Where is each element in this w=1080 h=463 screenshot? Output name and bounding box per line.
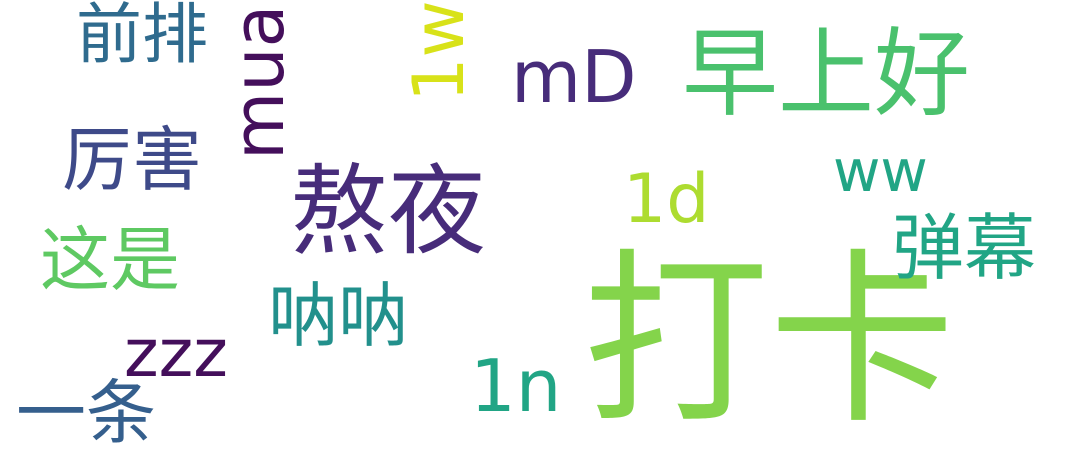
word-nana: 呐呐 (268, 275, 408, 357)
word-danmu: 弹幕 (892, 206, 1037, 290)
word-1w: 1w (398, 0, 480, 102)
word-1n: 1n (470, 344, 562, 428)
word-md: mD (511, 35, 637, 119)
word-zaoshang: 早上好 (682, 18, 970, 130)
word-zzz: zzz (124, 315, 228, 392)
word-ww: ww (833, 137, 928, 205)
word-1d: 1d (623, 160, 710, 239)
word-daka: 打卡 (583, 232, 956, 449)
word-zheshi: 这是 (40, 219, 180, 301)
word-yitiao: 一条 (16, 372, 156, 454)
word-lihai: 厉害 (62, 119, 202, 201)
word-mua: mua (218, 4, 300, 160)
word-qianpai: 前排 (76, 0, 208, 73)
word-aoye: 熬夜 (290, 155, 487, 269)
